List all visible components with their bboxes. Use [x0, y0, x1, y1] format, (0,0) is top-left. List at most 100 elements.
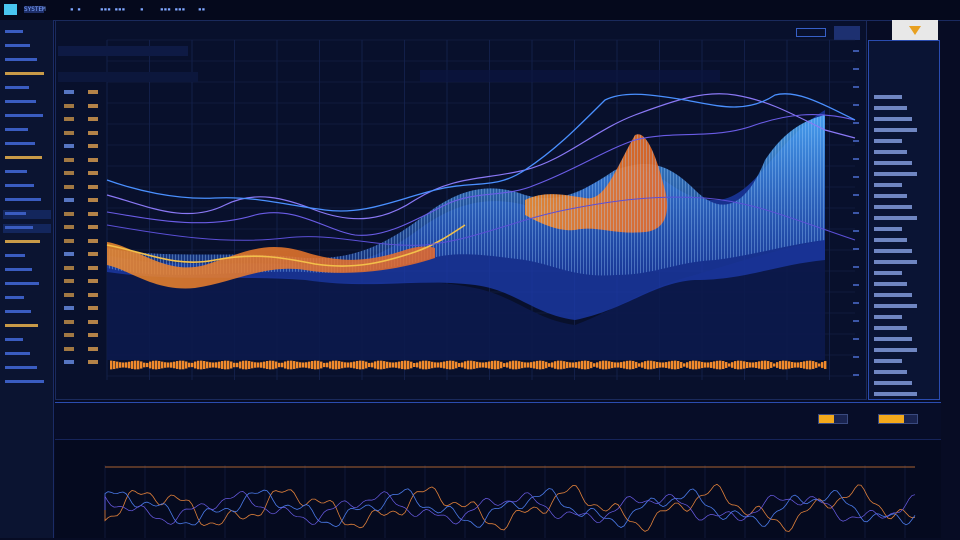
volume-bar	[587, 360, 590, 370]
right-panel-item[interactable]	[874, 269, 936, 277]
right-panel-item[interactable]	[874, 368, 936, 376]
right-panel-item[interactable]	[874, 137, 936, 145]
row-label-mark	[88, 292, 98, 297]
right-panel-item[interactable]	[874, 346, 936, 354]
sidebar-item[interactable]	[3, 196, 51, 205]
progress-bar-1-fill	[819, 415, 835, 423]
sidebar-item[interactable]	[3, 140, 51, 149]
sidebar-item[interactable]	[3, 28, 51, 37]
volume-bar	[485, 362, 488, 368]
right-panel-item[interactable]	[874, 225, 936, 233]
sidebar-item-marker	[5, 240, 40, 243]
right-panel-item-marker	[874, 314, 902, 319]
right-panel-item[interactable]	[874, 258, 936, 266]
sidebar-item[interactable]	[3, 98, 51, 107]
sidebar-item[interactable]	[3, 112, 51, 121]
app-logo-icon[interactable]	[4, 4, 17, 15]
sidebar-item-marker	[5, 128, 28, 131]
sidebar-item[interactable]	[3, 210, 51, 219]
right-panel-item[interactable]	[874, 324, 936, 332]
topbar-menu-3[interactable]: ▪	[140, 6, 144, 13]
volume-bar	[236, 362, 239, 368]
chart-options-button[interactable]	[834, 26, 860, 40]
right-panel-item[interactable]	[874, 302, 936, 310]
sidebar-item[interactable]	[3, 378, 51, 387]
sidebar-item[interactable]	[3, 126, 51, 135]
sidebar-item[interactable]	[3, 224, 51, 233]
row-label-mark	[64, 103, 74, 108]
volume-bar	[770, 362, 773, 368]
right-panel-item[interactable]	[874, 313, 936, 321]
right-panel-item[interactable]	[874, 379, 936, 387]
volume-bar	[536, 360, 539, 370]
sidebar-item[interactable]	[3, 266, 51, 275]
sidebar-item[interactable]	[3, 294, 51, 303]
volume-bar	[806, 360, 809, 370]
right-panel-item[interactable]	[874, 192, 936, 200]
volume-bar	[701, 361, 704, 369]
right-panel-item-marker	[874, 226, 902, 231]
topbar-menu-4[interactable]: ▪▪▪ ▪▪▪	[160, 6, 186, 13]
volume-bar	[404, 360, 407, 370]
right-panel-item[interactable]	[874, 148, 936, 156]
volume-bar	[146, 362, 149, 368]
chart-legend	[420, 70, 720, 82]
right-panel-item[interactable]	[874, 126, 936, 134]
row-label-mark	[64, 360, 74, 364]
right-panel-item[interactable]	[874, 214, 936, 222]
right-panel-item-marker	[874, 215, 917, 220]
right-panel-item[interactable]	[874, 181, 936, 189]
right-panel-item[interactable]	[874, 291, 936, 299]
volume-bar	[185, 361, 188, 369]
sidebar-item[interactable]	[3, 84, 51, 93]
volume-bar	[749, 362, 752, 368]
dropdown-button[interactable]	[892, 20, 938, 40]
volume-bar	[623, 361, 626, 369]
sidebar-item[interactable]	[3, 364, 51, 373]
sidebar-item[interactable]	[3, 238, 51, 247]
topbar-menu-5[interactable]: ▪▪	[198, 6, 206, 13]
right-panel-item[interactable]	[874, 115, 936, 123]
topbar-menu-2[interactable]: ▪▪▪ ▪▪▪	[100, 6, 126, 13]
sidebar-item[interactable]	[3, 42, 51, 51]
sidebar-item[interactable]	[3, 56, 51, 65]
right-panel-item[interactable]	[874, 335, 936, 343]
volume-bar	[635, 361, 638, 369]
right-panel-item[interactable]	[874, 170, 936, 178]
sidebar-item[interactable]	[3, 336, 51, 345]
sidebar-item[interactable]	[3, 70, 51, 79]
right-panel-item[interactable]	[874, 104, 936, 112]
sidebar-item[interactable]	[3, 308, 51, 317]
right-panel	[868, 40, 940, 400]
volume-bar	[344, 362, 347, 368]
right-panel-item[interactable]	[874, 390, 936, 398]
right-panel-item[interactable]	[874, 203, 936, 211]
row-label-mark	[88, 306, 98, 310]
right-panel-item[interactable]	[874, 247, 936, 255]
right-panel-item[interactable]	[874, 93, 936, 101]
sidebar-item[interactable]	[3, 182, 51, 191]
volume-bar	[500, 361, 503, 369]
sidebar-item-marker	[5, 142, 35, 145]
volume-bar	[773, 363, 776, 367]
topbar-menu-1[interactable]: ▪ ▪	[70, 6, 81, 13]
right-panel-item[interactable]	[874, 357, 936, 365]
sidebar-item[interactable]	[3, 154, 51, 163]
volume-bar	[173, 361, 176, 369]
volume-bar	[596, 362, 599, 368]
chart-search-input[interactable]	[796, 28, 826, 37]
volume-bar	[659, 362, 662, 368]
axis-tick	[853, 176, 859, 178]
sidebar-item[interactable]	[3, 280, 51, 289]
right-panel-item[interactable]	[874, 280, 936, 288]
right-panel-item[interactable]	[874, 159, 936, 167]
volume-bar	[110, 360, 113, 370]
sidebar-item[interactable]	[3, 322, 51, 331]
right-panel-item[interactable]	[874, 236, 936, 244]
volume-bar	[221, 361, 224, 369]
volume-bar	[482, 362, 485, 368]
sidebar-item[interactable]	[3, 252, 51, 261]
sidebar-item-marker	[5, 226, 33, 229]
sidebar-item[interactable]	[3, 168, 51, 177]
sidebar-item[interactable]	[3, 350, 51, 359]
